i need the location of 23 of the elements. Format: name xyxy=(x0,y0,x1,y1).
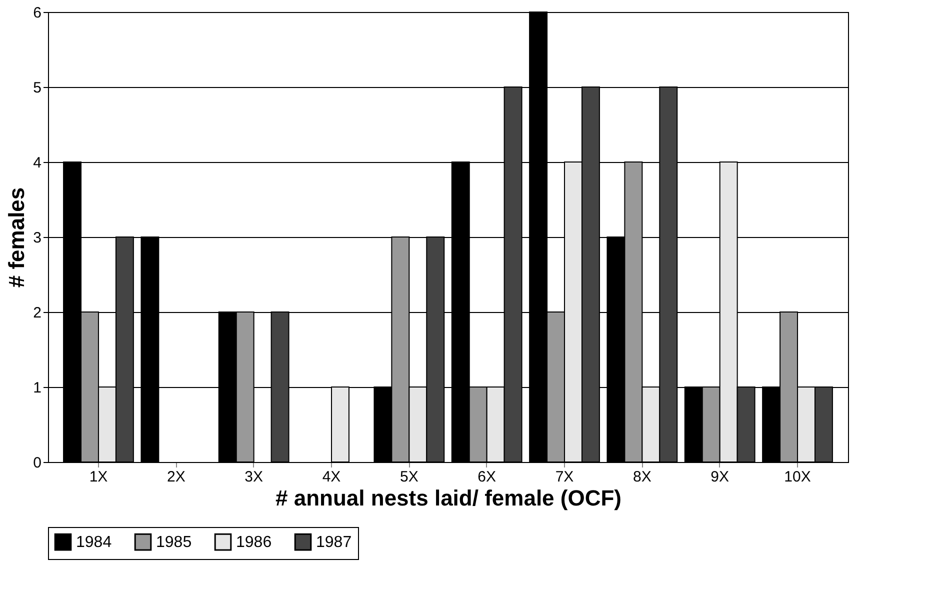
x-tick-label: 3X xyxy=(244,468,264,486)
x-tick-label: 6X xyxy=(478,468,496,486)
legend-label: 1985 xyxy=(156,534,192,552)
x-axis-title: # annual nests laid/ female (OCF) xyxy=(276,486,622,510)
y-tick-label: 6 xyxy=(33,4,42,22)
x-tick-label: 10X xyxy=(784,468,811,486)
y-tick-label: 2 xyxy=(33,304,42,322)
legend-label: 1984 xyxy=(76,534,112,552)
x-tick-label: 8X xyxy=(632,468,652,486)
y-axis-title: # females xyxy=(4,187,30,288)
x-tick-label: 9X xyxy=(710,468,730,486)
y-tick-label: 1 xyxy=(33,380,42,396)
x-tick-label: 7X xyxy=(555,468,574,486)
legend-label: 1987 xyxy=(316,534,352,552)
x-tick-label: 2X xyxy=(166,468,186,486)
y-tick-label: 3 xyxy=(33,230,42,246)
y-tick-label: 0 xyxy=(33,454,42,472)
x-tick-label: 4X xyxy=(322,468,341,486)
y-tick-label: 4 xyxy=(33,154,42,172)
x-tick-label: 5X xyxy=(400,468,418,486)
legend-label: 1986 xyxy=(236,534,272,552)
y-tick-label: 5 xyxy=(33,80,42,96)
x-tick-label: 1X xyxy=(89,468,108,486)
